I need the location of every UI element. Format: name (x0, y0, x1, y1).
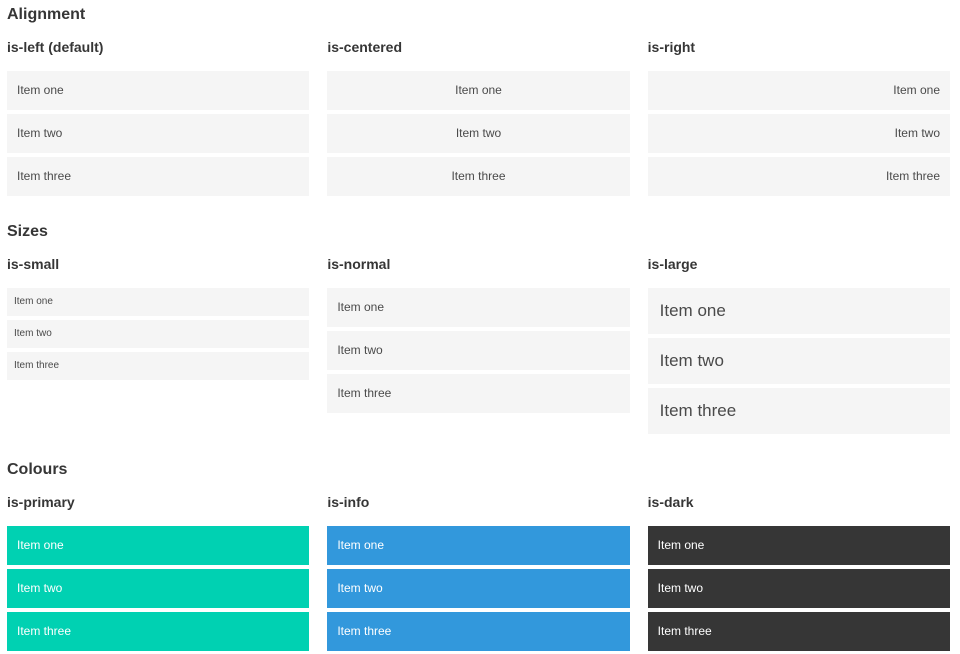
list-item[interactable]: Item two (7, 569, 310, 608)
list-item[interactable]: Item one (327, 71, 630, 110)
column-is-right: is-right Item one Item two Item three (647, 39, 950, 200)
list-item[interactable]: Item two (647, 569, 950, 608)
list-item[interactable]: Item three (7, 157, 310, 196)
column-is-left: is-left (default) Item one Item two Item… (7, 39, 310, 200)
column-heading-is-primary: is-primary (7, 494, 75, 510)
column-is-normal: is-normal Item one Item two Item three (327, 256, 630, 417)
list-item[interactable]: Item one (7, 526, 310, 565)
list-item[interactable]: Item two (327, 569, 630, 608)
list-large: Item one Item two Item three (647, 288, 950, 434)
list-item[interactable]: Item three (7, 352, 310, 380)
section-alignment: Alignment is-left (default) Item one Ite… (7, 5, 950, 200)
column-is-primary: is-primary Item one Item two Item three (7, 494, 310, 654)
column-heading-is-left: is-left (default) (7, 39, 104, 55)
column-is-info: is-info Item one Item two Item three (327, 494, 630, 654)
column-heading-is-info: is-info (327, 494, 370, 510)
list-centered: Item one Item two Item three (327, 71, 630, 196)
list-item[interactable]: Item one (7, 288, 310, 316)
list-item[interactable]: Item three (327, 157, 630, 196)
list-item[interactable]: Item two (327, 331, 630, 370)
sizes-columns: is-small Item one Item two Item three is… (7, 256, 950, 438)
column-heading-is-large: is-large (647, 256, 698, 272)
list-item[interactable]: Item one (647, 288, 950, 334)
column-heading-is-small: is-small (7, 256, 60, 272)
list-dark: Item one Item two Item three (647, 526, 950, 651)
section-title-colours: Colours (7, 461, 68, 478)
list-item[interactable]: Item two (7, 114, 310, 153)
list-right: Item one Item two Item three (647, 71, 950, 196)
column-is-dark: is-dark Item one Item two Item three (647, 494, 950, 654)
list-info: Item one Item two Item three (327, 526, 630, 651)
list-item[interactable]: Item three (647, 388, 950, 434)
list-item[interactable]: Item two (647, 114, 950, 153)
column-is-large: is-large Item one Item two Item three (647, 256, 950, 438)
list-item[interactable]: Item one (327, 526, 630, 565)
list-item[interactable]: Item one (647, 526, 950, 565)
column-heading-is-right: is-right (647, 39, 696, 55)
list-item[interactable]: Item three (647, 157, 950, 196)
list-item[interactable]: Item one (327, 288, 630, 327)
list-left: Item one Item two Item three (7, 71, 310, 196)
list-item[interactable]: Item three (7, 612, 310, 651)
column-is-centered: is-centered Item one Item two Item three (327, 39, 630, 200)
list-item[interactable]: Item one (7, 71, 310, 110)
alignment-columns: is-left (default) Item one Item two Item… (7, 39, 950, 200)
list-item[interactable]: Item one (647, 71, 950, 110)
list-item[interactable]: Item two (327, 114, 630, 153)
column-heading-is-normal: is-normal (327, 256, 391, 272)
section-colours: Colours is-primary Item one Item two Ite… (7, 460, 950, 654)
column-is-small: is-small Item one Item two Item three (7, 256, 310, 384)
list-item[interactable]: Item two (647, 338, 950, 384)
list-item[interactable]: Item three (647, 612, 950, 651)
list-normal: Item one Item two Item three (327, 288, 630, 413)
list-item[interactable]: Item three (327, 374, 630, 413)
colours-columns: is-primary Item one Item two Item three … (7, 494, 950, 654)
column-heading-is-dark: is-dark (647, 494, 694, 510)
list-item[interactable]: Item two (7, 320, 310, 348)
section-title-sizes: Sizes (7, 223, 48, 240)
list-primary: Item one Item two Item three (7, 526, 310, 651)
section-title-alignment: Alignment (7, 6, 86, 23)
section-sizes: Sizes is-small Item one Item two Item th… (7, 222, 950, 438)
list-small: Item one Item two Item three (7, 288, 310, 380)
list-item[interactable]: Item three (327, 612, 630, 651)
column-heading-is-centered: is-centered (327, 39, 403, 55)
